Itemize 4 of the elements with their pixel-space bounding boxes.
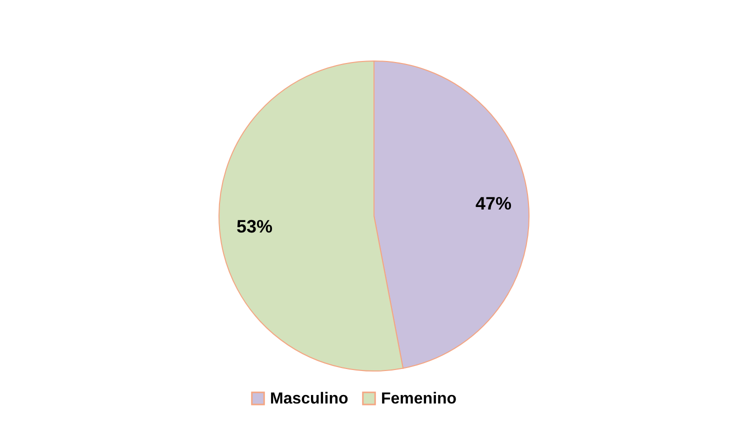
- data-label: 53%: [236, 216, 273, 236]
- legend-label: Femenino: [381, 390, 457, 408]
- legend-label: Masculino: [270, 390, 348, 408]
- data-label: 47%: [475, 194, 512, 214]
